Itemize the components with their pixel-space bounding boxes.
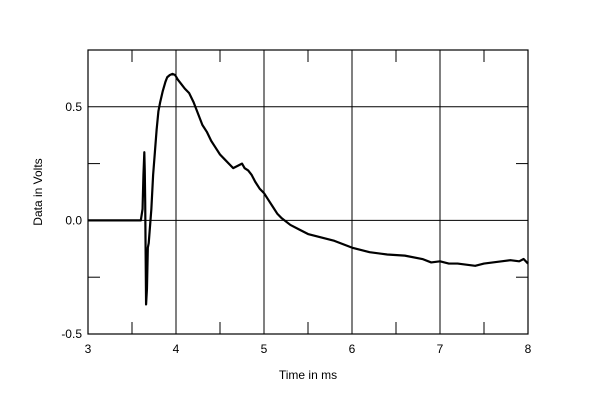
x-axis-label: Time in ms — [279, 368, 337, 382]
y-tick-label: -0.5 — [61, 327, 82, 341]
y-tick-labels: -0.5 0.0 0.5 — [61, 100, 82, 341]
axis-ticks — [88, 50, 528, 334]
x-tick-label: 5 — [261, 342, 268, 356]
x-tick-label: 8 — [525, 342, 532, 356]
x-tick-label: 7 — [437, 342, 444, 356]
y-axis-label: Data in Volts — [31, 158, 45, 225]
y-tick-label: 0.5 — [65, 100, 82, 114]
x-tick-label: 4 — [173, 342, 180, 356]
grid-lines — [88, 50, 528, 334]
data-line — [88, 72, 529, 306]
plot-frame — [87, 49, 529, 335]
y-tick-label: 0.0 — [65, 213, 82, 227]
x-tick-labels: 3 4 5 6 7 8 — [85, 342, 532, 356]
x-tick-label: 3 — [85, 342, 92, 356]
x-tick-label: 6 — [349, 342, 356, 356]
